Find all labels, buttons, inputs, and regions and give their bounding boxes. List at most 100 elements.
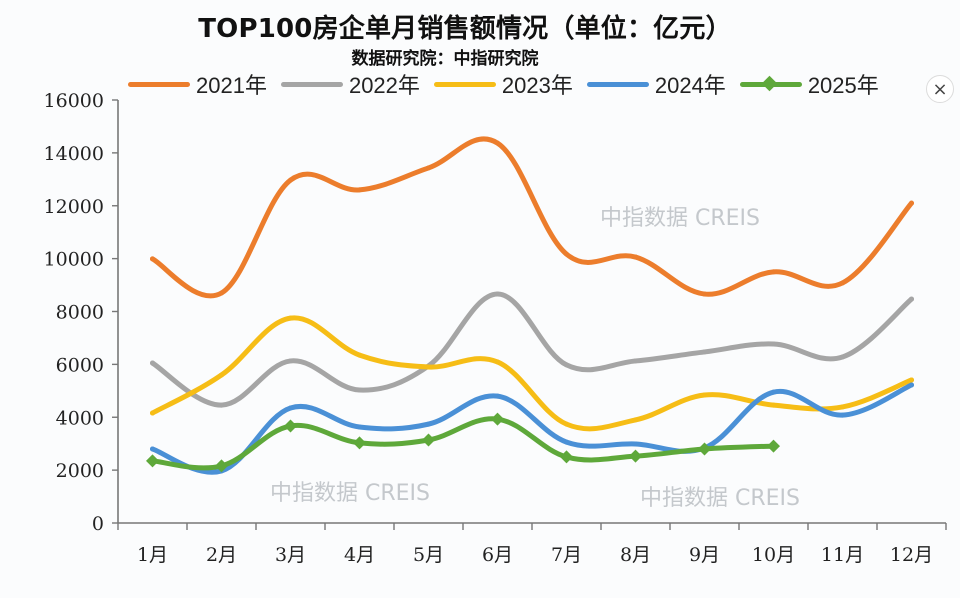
data-point xyxy=(560,450,573,464)
data-point xyxy=(150,410,155,416)
x-tick-label: 6月 xyxy=(482,544,513,566)
legend-label: 2021年 xyxy=(196,73,267,98)
series-2021年 xyxy=(150,136,914,299)
data-point xyxy=(495,359,500,365)
data-point xyxy=(219,402,224,408)
data-point xyxy=(564,362,569,368)
data-point xyxy=(909,377,914,383)
data-point xyxy=(150,360,155,366)
data-point xyxy=(288,358,293,364)
data-point xyxy=(219,372,224,378)
y-tick-label: 6000 xyxy=(56,354,104,376)
data-point xyxy=(288,315,293,321)
x-tick-label: 9月 xyxy=(689,544,720,566)
x-tick-label: 5月 xyxy=(413,544,444,566)
legend-label: 2023年 xyxy=(501,73,573,98)
x-tick-label: 12月 xyxy=(890,544,933,566)
data-point xyxy=(633,358,638,364)
data-point xyxy=(633,254,638,260)
legend-label: 2024年 xyxy=(654,73,726,98)
series-line xyxy=(150,382,914,475)
legend-item: 2021年 xyxy=(128,68,267,100)
data-point xyxy=(422,433,435,447)
data-point xyxy=(702,392,707,398)
y-tick-label: 0 xyxy=(92,513,104,535)
x-tick-label: 2月 xyxy=(206,544,237,566)
close-icon: × xyxy=(932,78,948,100)
data-point xyxy=(426,165,431,171)
data-point xyxy=(771,341,776,347)
data-point xyxy=(909,296,914,302)
close-button[interactable]: × xyxy=(926,75,954,103)
data-point xyxy=(840,404,845,410)
data-point xyxy=(495,393,500,399)
x-tick-label: 10月 xyxy=(752,544,795,566)
legend-swatch xyxy=(128,76,190,92)
series-2025年 xyxy=(146,412,780,473)
legend: 2021年 2022年 2023年 2024年 2025年 xyxy=(128,70,879,98)
legend-label: 2022年 xyxy=(348,73,420,98)
x-tick-label: 3月 xyxy=(275,544,306,566)
legend-swatch xyxy=(433,76,496,92)
data-point xyxy=(909,382,914,388)
series-line xyxy=(150,315,914,432)
chart-subtitle: 数据研究院：中指研究院 xyxy=(351,49,539,69)
watermark-text: 中指数据 CREIS xyxy=(640,486,800,511)
data-point xyxy=(702,349,707,355)
legend-label: 2025年 xyxy=(807,73,879,98)
data-point xyxy=(215,459,228,473)
data-point xyxy=(767,439,780,453)
legend-item: 2022年 xyxy=(280,68,420,100)
series-2023年 xyxy=(150,315,914,432)
y-tick-label: 12000 xyxy=(44,196,104,218)
data-point xyxy=(288,405,293,411)
data-point xyxy=(357,424,362,430)
data-point xyxy=(633,417,638,423)
legend-swatch xyxy=(586,76,649,92)
data-point xyxy=(633,441,638,447)
series-line xyxy=(150,416,776,471)
data-point xyxy=(629,449,642,463)
data-point xyxy=(426,364,431,370)
legend-item: 2025年 xyxy=(739,68,879,100)
data-point xyxy=(840,354,845,360)
data-point xyxy=(288,177,293,183)
series-line xyxy=(150,136,914,299)
data-point xyxy=(771,389,776,395)
data-point xyxy=(698,442,711,456)
legend-swatch xyxy=(280,76,343,92)
data-point xyxy=(771,269,776,275)
legend-swatch xyxy=(739,75,802,92)
x-tick-label: 11月 xyxy=(821,544,864,566)
data-point xyxy=(495,140,500,146)
data-point xyxy=(357,387,362,393)
watermark-text: 中指数据 CREIS xyxy=(600,206,760,231)
data-point xyxy=(840,412,845,418)
data-point xyxy=(357,187,362,193)
y-tick-label: 8000 xyxy=(56,302,104,324)
x-tick-label: 1月 xyxy=(137,544,168,566)
legend-item: 2024年 xyxy=(586,68,726,100)
legend-item: 2023年 xyxy=(433,68,573,100)
data-point xyxy=(495,291,500,297)
y-tick-label: 14000 xyxy=(44,143,104,165)
data-point xyxy=(702,291,707,297)
data-point xyxy=(564,251,569,257)
x-tick-label: 8月 xyxy=(620,544,651,566)
data-point xyxy=(284,419,297,433)
data-point xyxy=(219,290,224,296)
data-point xyxy=(353,436,366,450)
data-point xyxy=(564,421,569,427)
data-point xyxy=(426,421,431,427)
data-point xyxy=(357,352,362,358)
data-point xyxy=(150,256,155,262)
chart-title: TOP100房企单月销售额情况（单位：亿元） xyxy=(198,14,732,44)
y-tick-label: 2000 xyxy=(56,460,104,482)
data-point xyxy=(840,280,845,286)
data-point xyxy=(146,454,159,468)
y-tick-label: 4000 xyxy=(56,407,104,429)
data-point xyxy=(564,439,569,445)
y-tick-label: 16000 xyxy=(44,90,104,112)
data-point xyxy=(909,200,914,206)
